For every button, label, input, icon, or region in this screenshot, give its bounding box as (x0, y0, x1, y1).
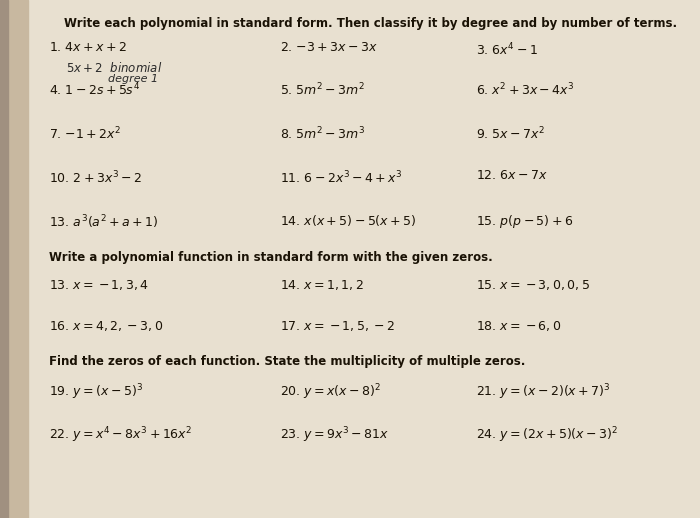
Text: 14. $x = 1, 1, 2$: 14. $x = 1, 1, 2$ (280, 278, 364, 292)
Text: 17. $x = -1, 5, -2$: 17. $x = -1, 5, -2$ (280, 319, 395, 333)
Text: 22. $y = x^4 - 8x^3 + 16x^2$: 22. $y = x^4 - 8x^3 + 16x^2$ (49, 426, 192, 445)
Text: 24. $y = (2x + 5)(x - 3)^2$: 24. $y = (2x + 5)(x - 3)^2$ (476, 426, 618, 445)
Text: 2. $-3 + 3x - 3x$: 2. $-3 + 3x - 3x$ (280, 41, 378, 54)
Text: 23. $y = 9x^3 - 81x$: 23. $y = 9x^3 - 81x$ (280, 426, 389, 445)
Text: 1. $4x + x + 2$: 1. $4x + x + 2$ (49, 41, 127, 54)
Text: 4. $1 - 2s + 5s^4$: 4. $1 - 2s + 5s^4$ (49, 81, 140, 98)
Text: 16. $x = 4, 2, -3, 0$: 16. $x = 4, 2, -3, 0$ (49, 319, 163, 333)
Text: 13. $x = -1, 3, 4$: 13. $x = -1, 3, 4$ (49, 278, 149, 292)
Text: Write a polynomial function in standard form with the given zeros.: Write a polynomial function in standard … (49, 251, 493, 264)
Text: 6. $x^2 + 3x - 4x^3$: 6. $x^2 + 3x - 4x^3$ (476, 81, 575, 98)
Text: 13. $a^3(a^2 + a + 1)$: 13. $a^3(a^2 + a + 1)$ (49, 213, 158, 231)
Text: 10. $2 + 3x^3 - 2$: 10. $2 + 3x^3 - 2$ (49, 169, 142, 186)
Text: 18. $x = -6, 0$: 18. $x = -6, 0$ (476, 319, 561, 333)
Text: 15. $p(p - 5) + 6$: 15. $p(p - 5) + 6$ (476, 213, 573, 231)
Text: 20. $y = x(x - 8)^2$: 20. $y = x(x - 8)^2$ (280, 382, 382, 402)
Text: 8. $5m^2 - 3m^3$: 8. $5m^2 - 3m^3$ (280, 126, 365, 142)
Text: degree 1: degree 1 (108, 74, 159, 84)
Text: 21. $y = (x - 2)(x + 7)^3$: 21. $y = (x - 2)(x + 7)^3$ (476, 382, 610, 402)
Text: 12. $6x - 7x$: 12. $6x - 7x$ (476, 169, 548, 182)
Text: 9. $5x - 7x^2$: 9. $5x - 7x^2$ (476, 126, 545, 142)
Text: 14. $x(x + 5) - 5(x + 5)$: 14. $x(x + 5) - 5(x + 5)$ (280, 213, 416, 228)
Text: 3. $6x^4 - 1$: 3. $6x^4 - 1$ (476, 41, 538, 58)
Text: 5. $5m^2 - 3m^2$: 5. $5m^2 - 3m^2$ (280, 81, 365, 98)
Text: Find the zeros of each function. State the multiplicity of multiple zeros.: Find the zeros of each function. State t… (49, 355, 526, 368)
Text: Write each polynomial in standard form. Then classify it by degree and by number: Write each polynomial in standard form. … (64, 17, 678, 30)
Text: 11. $6 - 2x^3 - 4 + x^3$: 11. $6 - 2x^3 - 4 + x^3$ (280, 169, 402, 186)
Text: $5x+2$  binomial: $5x+2$ binomial (66, 61, 163, 75)
Text: 15. $x = -3, 0, 0, 5$: 15. $x = -3, 0, 0, 5$ (476, 278, 590, 292)
Bar (0, 0, 28, 518)
Text: 19. $y = (x - 5)^3$: 19. $y = (x - 5)^3$ (49, 382, 143, 402)
Text: 7. $-1 + 2x^2$: 7. $-1 + 2x^2$ (49, 126, 121, 142)
Bar (0, 0, 8, 518)
